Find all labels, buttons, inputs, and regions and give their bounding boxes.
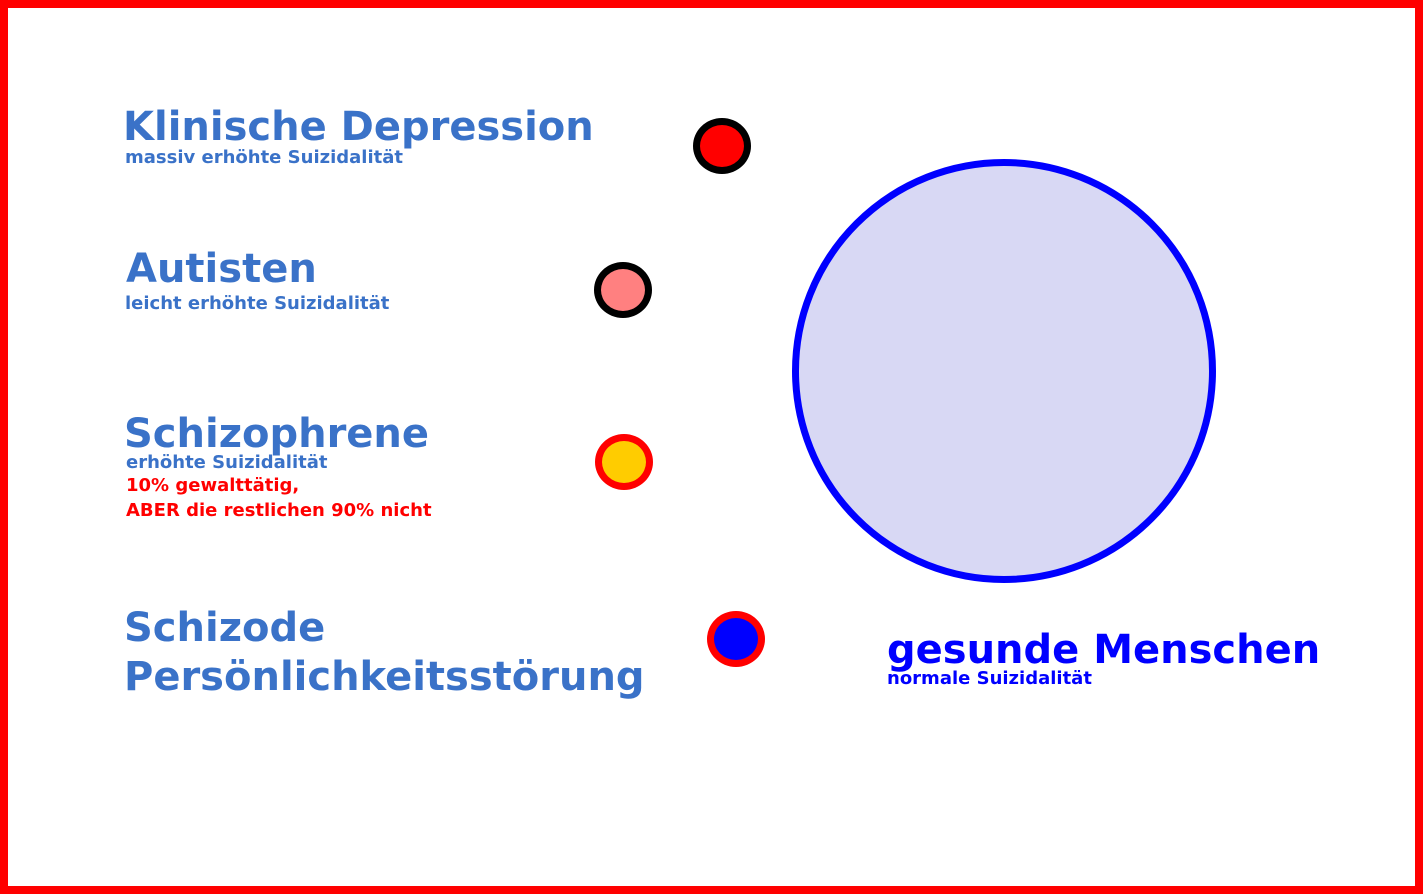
autism-dot xyxy=(594,262,652,318)
schizophrenia-dot xyxy=(595,434,653,490)
healthy-population-circle xyxy=(792,159,1216,583)
depression-dot xyxy=(693,118,751,174)
schizoid-title-line1: Schizode xyxy=(124,605,326,651)
schizophrenia-subtitle: erhöhte Suizidalität xyxy=(126,452,328,473)
schizophrenia-note-line2: ABER die restlichen 90% nicht xyxy=(126,500,432,521)
autism-subtitle: leicht erhöhte Suizidalität xyxy=(125,293,390,314)
schizoid-dot xyxy=(707,611,765,667)
autism-title: Autisten xyxy=(126,246,317,292)
healthy-title: gesunde Menschen xyxy=(887,627,1321,673)
schizophrenia-note-line1: 10% gewalttätig, xyxy=(126,475,300,496)
healthy-subtitle: normale Suizidalität xyxy=(887,668,1092,689)
schizoid-title-line2: Persönlichkeitsstörung xyxy=(124,654,645,700)
depression-title: Klinische Depression xyxy=(123,104,594,150)
depression-subtitle: massiv erhöhte Suizidalität xyxy=(125,147,403,168)
schizophrenia-title: Schizophrene xyxy=(124,411,430,457)
